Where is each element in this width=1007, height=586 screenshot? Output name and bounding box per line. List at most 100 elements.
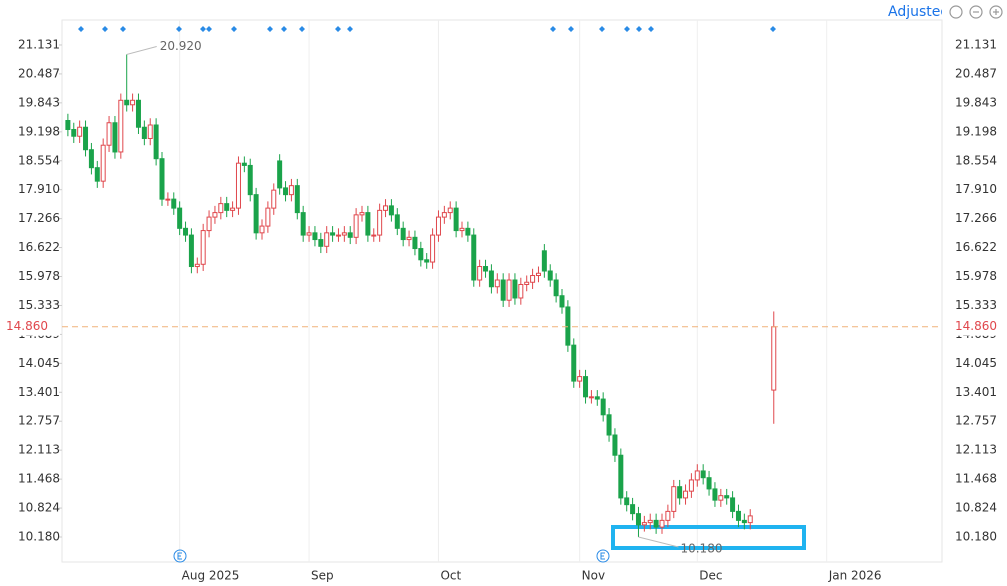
candle-body [430,234,436,263]
candle-body [83,126,89,151]
toolbar-icons[interactable] [949,5,1003,19]
candle-body [347,232,353,238]
candle-body [624,497,630,506]
candle-body [330,232,336,236]
y2-tick-label: 13.401 [955,385,997,399]
highlight-box [611,525,806,550]
y-tick-label: 10.180 [18,529,60,543]
candle-body [583,376,589,398]
y-tick-label: 13.401 [18,385,60,399]
candle-body [771,326,777,391]
event-markers[interactable] [78,26,776,32]
candle-body [465,227,471,236]
candle-body [318,239,324,247]
candle-body [459,227,465,232]
candle-body [365,212,371,236]
candle-body [553,279,559,297]
y-tick-label: 17.910 [18,182,60,196]
candle-body [141,126,147,139]
candle-body [124,99,130,106]
candle-body [406,236,412,241]
candle-body [659,519,665,528]
candle-body [194,263,200,268]
candle-body [71,128,77,137]
candle-body [183,227,189,236]
candle-body [359,212,365,216]
candle-body [306,232,312,236]
candle-body [500,279,506,301]
last-price-box [944,317,1007,336]
candle-body [424,259,430,263]
candle-body [512,279,518,299]
candle-body [541,250,547,272]
candle-body [377,209,383,236]
candle-body [600,398,606,416]
candle-body [606,414,612,436]
candle-body [735,510,741,521]
y2-tick-label: 21.131 [955,37,997,51]
x-tick-label: Oct [440,569,461,583]
candle-body [188,234,194,268]
candle-body [106,122,112,146]
candle-body [453,207,459,232]
candle-body [118,99,124,153]
candle-body [724,495,730,499]
candle-body [506,279,512,301]
candle-body [147,124,153,139]
candle-body [418,248,424,261]
x-tick-label: Sep [311,569,334,583]
candle-body [159,158,165,200]
candle-body [212,212,218,218]
y2-tick-label: 19.198 [955,124,997,138]
candle-body [112,122,118,153]
adjust-button[interactable]: Adjusted [888,4,949,20]
candle-body [671,486,677,512]
candle-body [488,270,494,288]
candle-body [65,120,71,130]
candle-body [635,513,641,526]
last-price-label: 14.860 [6,319,48,333]
candle-body [518,283,524,299]
candle-body [341,232,347,236]
y-tick-label: 21.131 [18,37,60,51]
y-tick-label: 12.757 [18,414,60,428]
candle-body [200,230,206,265]
min-label: 10.180 [680,541,722,555]
y2-tick-label: 12.113 [955,443,997,457]
candle-body [247,164,253,196]
y2-tick-label: 20.487 [955,66,997,80]
y-tick-label: 18.554 [18,153,60,167]
candle-body [706,477,712,490]
candle-body [77,126,83,137]
candle-body [165,198,171,201]
candle-body [447,207,453,214]
candle-body [94,167,100,182]
candle-body [665,510,671,521]
candle-body [235,162,241,209]
y-tick-label: 12.113 [18,443,60,457]
candle-body [335,234,341,237]
candle-body [300,212,306,236]
candle-body [394,214,400,229]
candle-body [730,497,736,512]
y2-tick-label: 16.622 [955,240,997,254]
candle-body [353,214,359,238]
last-price-label: 14.860 [955,319,997,333]
candle-body [688,479,694,492]
candle-body [383,205,389,211]
last-price-box [0,317,60,336]
candle-body [259,225,265,234]
earnings-markers[interactable] [173,549,610,563]
candle-body [524,281,530,285]
candle-body [677,486,683,499]
y2-tick-label: 17.266 [955,211,997,225]
candle-body [547,270,553,281]
y-tick-label: 16.622 [18,240,60,254]
candle-body [277,160,283,189]
candle-body [271,189,277,209]
candle-body [283,187,289,196]
candle-body [412,236,418,250]
candle-body [647,519,653,524]
y2-tick-label: 10.824 [955,501,997,515]
candle-body [241,162,247,166]
